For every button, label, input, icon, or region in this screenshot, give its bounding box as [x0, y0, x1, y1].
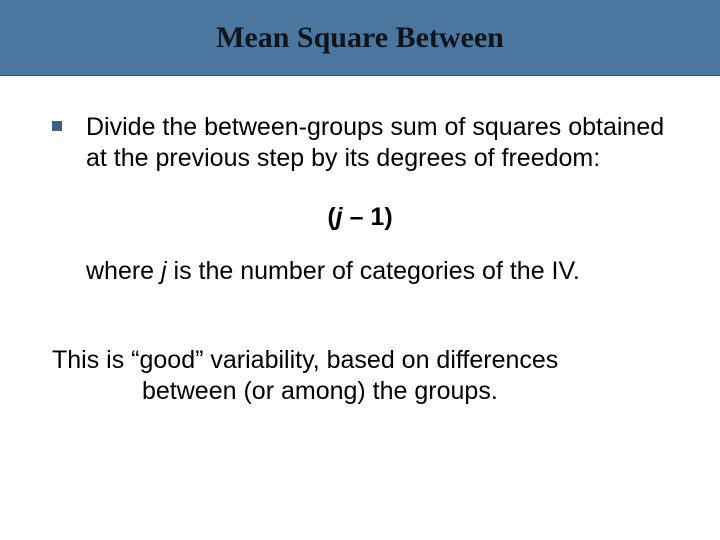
formula-rest: – 1): [343, 203, 393, 231]
where-suffix: is the number of categories of the IV.: [167, 257, 580, 285]
bullet-text: Divide the between-groups sum of squares…: [86, 112, 672, 175]
closing-line1: This is “good” variability, based on dif…: [52, 346, 558, 374]
bullet-item: Divide the between-groups sum of squares…: [48, 112, 672, 175]
formula-open: (: [327, 203, 335, 231]
slide-title: Mean Square Between: [216, 21, 504, 55]
slide-body: Divide the between-groups sum of squares…: [0, 76, 720, 407]
where-prefix: where: [86, 257, 161, 285]
where-line: where j is the number of categories of t…: [86, 256, 672, 287]
closing-line2: between (or among) the groups.: [52, 376, 668, 407]
formula: (j – 1): [48, 203, 672, 232]
title-band: Mean Square Between: [0, 0, 720, 76]
square-bullet-icon: [52, 121, 62, 131]
closing-paragraph: This is “good” variability, based on dif…: [48, 345, 672, 408]
formula-var: j: [336, 203, 343, 231]
